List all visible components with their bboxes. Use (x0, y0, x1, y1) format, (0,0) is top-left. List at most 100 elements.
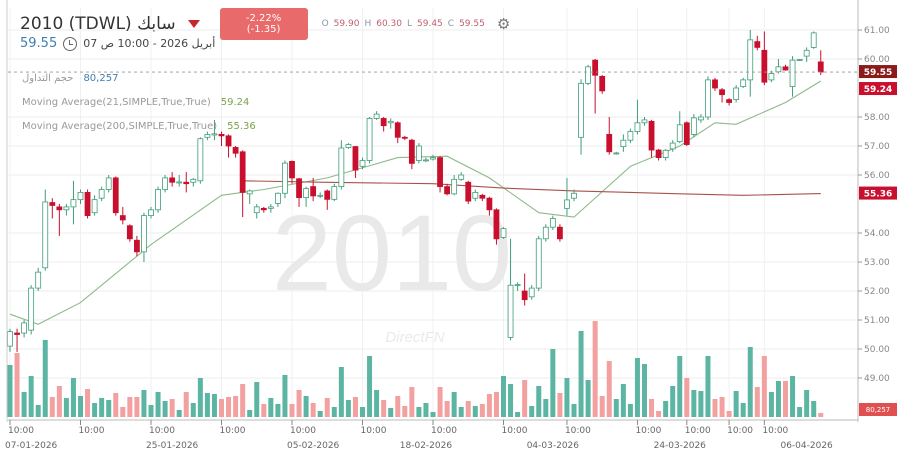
ma200-legend[interactable]: Moving Average(200,SIMPLE,True,True) 55.… (22, 121, 256, 132)
candle-body (648, 120, 655, 151)
volume-bar (183, 392, 189, 417)
volume-bar (190, 403, 196, 417)
volume-bar (768, 392, 774, 417)
candle-body (683, 122, 690, 145)
candle-body (514, 284, 521, 287)
last-price-row: 59.55 أبريل 2026 - 10:00 ص 07 (20, 36, 215, 51)
candle-body (415, 145, 422, 161)
candle-body (712, 79, 718, 89)
triangle-down-icon (187, 20, 200, 28)
time-label: 10:00 (565, 426, 591, 436)
candle-body (641, 119, 648, 124)
y-tick-label: 52.00 (864, 287, 890, 297)
candle-body (345, 144, 352, 148)
volume-bar (571, 404, 577, 417)
volume-bars (7, 321, 824, 417)
candle-body (21, 322, 28, 334)
volume-bar (684, 378, 690, 417)
candle-body (810, 32, 817, 48)
candle-body (401, 136, 408, 139)
date-label: 07-01-2026 (5, 441, 58, 450)
volume-bar (550, 349, 556, 417)
volume-bar (99, 398, 105, 417)
candle-body (296, 178, 302, 199)
volume-bar (162, 401, 168, 417)
candle-body (105, 177, 112, 190)
candle-body (204, 133, 211, 138)
volume-bar (719, 397, 725, 417)
change-badge: -2.22%(-1.35) (219, 8, 308, 40)
candle-body (338, 147, 345, 187)
candle-body (535, 238, 542, 289)
candle-body (472, 191, 479, 199)
candle-body (7, 331, 13, 347)
date-label: 24-03-2026 (654, 441, 707, 450)
volume-bar (501, 376, 506, 417)
volume-bar (381, 400, 387, 417)
candle-body (84, 191, 91, 216)
volume-bar (7, 365, 13, 417)
candle-body (578, 82, 584, 138)
candle-body (761, 49, 768, 83)
volume-bar (254, 382, 260, 417)
time-axis[interactable]: 10:00 10:00 10:00 10:00 10:00 10:00 10:00 10:00… (5, 420, 833, 450)
volume-bar (226, 397, 232, 417)
volume-bar (775, 381, 781, 417)
symbol-title[interactable]: 2010 (TDWL) سابك (20, 14, 176, 34)
candle-body (782, 66, 789, 71)
candle-body (77, 191, 84, 201)
candle-body (282, 162, 288, 194)
clock-icon (63, 36, 78, 51)
candles (7, 30, 824, 352)
candle-body (557, 226, 563, 240)
volume-bar (670, 386, 676, 417)
candle-body (754, 41, 761, 48)
volume-bar (529, 406, 535, 417)
ohlc-readout: O 59.90 H 60.30 L 59.45 C 59.55 (322, 19, 485, 29)
time-label: 10:00 (431, 426, 457, 436)
y-tick-label: 51.00 (864, 316, 890, 326)
ma21-line (9, 80, 822, 325)
volume-label: حجم التداول (22, 73, 74, 84)
volume-bar (317, 411, 323, 417)
volume-bar (148, 405, 154, 417)
candle-body (380, 118, 387, 127)
volume-bar (451, 392, 457, 417)
volume-bar (416, 407, 422, 417)
candle-body (190, 178, 197, 183)
candle-body (803, 49, 810, 57)
volume-bar (42, 340, 48, 417)
candle-body (35, 271, 42, 289)
candle-body (352, 146, 359, 171)
candle-body (669, 142, 676, 150)
volume-bar (204, 393, 210, 417)
y-tick-label: 49.00 (864, 374, 890, 384)
volume-bar (296, 390, 302, 417)
gear-icon[interactable]: ⚙ (496, 15, 511, 33)
price-tag-label: 59.24 (864, 85, 892, 95)
volume-bar (388, 408, 394, 417)
volume-legend: حجم التداول 80,257 (22, 73, 118, 84)
date-label: 04-03-2026 (527, 441, 580, 450)
volume-bar (712, 399, 718, 417)
candle-body (500, 228, 507, 238)
volume-bar (331, 407, 337, 417)
volume-bar (557, 393, 563, 417)
candle-body (56, 206, 63, 211)
candle-body (119, 215, 126, 221)
candle-body (705, 79, 711, 118)
volume-bar (303, 396, 309, 417)
date-label: 18-02-2026 (400, 441, 453, 450)
candle-body (571, 192, 577, 199)
volume-bar (56, 386, 62, 417)
volume-bar (289, 404, 295, 417)
ma21-legend[interactable]: Moving Average(21,SIMPLE,True,True) 59.2… (22, 97, 249, 108)
price-axis[interactable]: 61.00 60.00 58.00 57.00 56.00 54.00 53.00 52.00… (858, 26, 897, 416)
volume-bar (599, 396, 605, 417)
volume-bar (409, 387, 415, 417)
y-tick-label: 56.00 (864, 171, 890, 181)
candle-body (387, 120, 394, 124)
volume-bar (761, 356, 767, 417)
candle-body (239, 151, 246, 193)
